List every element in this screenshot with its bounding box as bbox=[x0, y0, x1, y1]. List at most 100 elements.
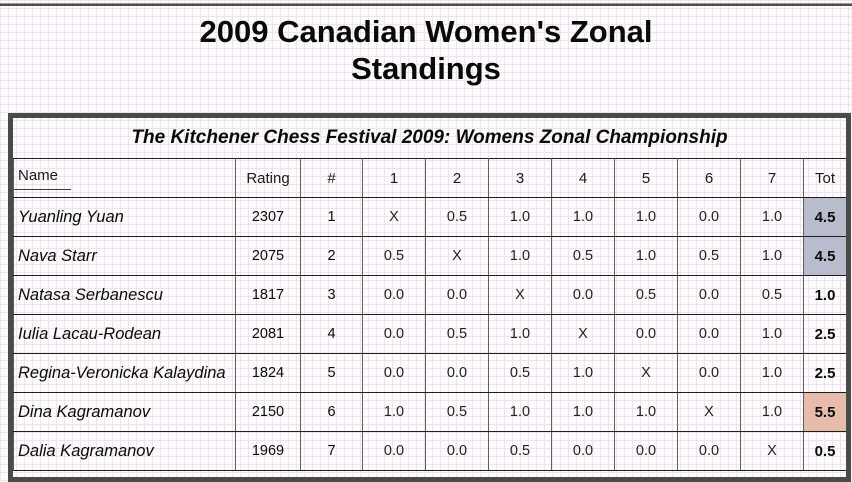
result-cell: 0.0 bbox=[614, 431, 678, 471]
result-cell: 0.0 bbox=[551, 431, 615, 471]
column-header-round-4: 4 bbox=[551, 158, 615, 198]
player-row: Dalia Kagramanov 1969 7 0.0 0.0 0.5 0.0 … bbox=[13, 431, 846, 471]
standings-table-frame: The Kitchener Chess Festival 2009: Women… bbox=[8, 113, 851, 482]
seed-cell: 6 bbox=[300, 392, 363, 432]
result-cell: X bbox=[425, 236, 489, 276]
result-cell: X bbox=[677, 392, 741, 432]
total-cell: 5.5 bbox=[803, 392, 846, 432]
result-cell: 0.0 bbox=[614, 314, 678, 354]
seed-cell: 2 bbox=[300, 236, 363, 276]
result-cell: 1.0 bbox=[551, 197, 615, 237]
result-cell: 0.5 bbox=[677, 236, 741, 276]
column-header-round-1: 1 bbox=[362, 158, 426, 198]
column-header-round-6: 6 bbox=[677, 158, 741, 198]
result-cell: 0.5 bbox=[551, 236, 615, 276]
player-name-cell: Natasa Serbanescu bbox=[13, 275, 236, 315]
rating-cell: 2150 bbox=[235, 392, 301, 432]
seed-cell: 3 bbox=[300, 275, 363, 315]
result-cell: 1.0 bbox=[740, 236, 804, 276]
result-cell: 0.0 bbox=[362, 314, 426, 354]
name-header-underline bbox=[14, 188, 71, 190]
result-cell: 0.0 bbox=[362, 431, 426, 471]
table-caption: The Kitchener Chess Festival 2009: Women… bbox=[131, 127, 728, 148]
result-cell: 0.5 bbox=[614, 275, 678, 315]
result-cell: 0.5 bbox=[362, 236, 426, 276]
result-cell: X bbox=[362, 197, 426, 237]
rating-cell: 2075 bbox=[235, 236, 301, 276]
result-cell: 1.0 bbox=[740, 392, 804, 432]
player-row: Dina Kagramanov 2150 6 1.0 0.5 1.0 1.0 1… bbox=[13, 392, 846, 432]
result-cell: 1.0 bbox=[362, 392, 426, 432]
result-cell: 1.0 bbox=[551, 392, 615, 432]
result-cell: 1.0 bbox=[488, 197, 552, 237]
total-cell: 2.5 bbox=[803, 314, 846, 354]
player-name-cell: Iulia Lacau-Rodean bbox=[13, 314, 236, 354]
result-cell: 0.5 bbox=[488, 353, 552, 393]
player-name-cell: Yuanling Yuan bbox=[13, 197, 236, 237]
result-cell: 0.0 bbox=[362, 275, 426, 315]
player-row: Natasa Serbanescu 1817 3 0.0 0.0 X 0.0 0… bbox=[13, 275, 846, 315]
total-cell: 4.5 bbox=[803, 197, 846, 237]
result-cell: 0.0 bbox=[362, 353, 426, 393]
result-cell: 0.5 bbox=[425, 197, 489, 237]
seed-cell: 5 bbox=[300, 353, 363, 393]
result-cell: 0.0 bbox=[425, 431, 489, 471]
result-cell: 0.0 bbox=[551, 275, 615, 315]
header-row: Name Rating # 1 2 3 4 5 6 7 Tot bbox=[13, 158, 846, 198]
result-cell: 1.0 bbox=[614, 236, 678, 276]
seed-cell: 1 bbox=[300, 197, 363, 237]
page-title: 2009 Canadian Women's Zonal Standings bbox=[199, 14, 653, 86]
result-cell: 1.0 bbox=[614, 197, 678, 237]
result-cell: 0.5 bbox=[740, 275, 804, 315]
result-cell: 0.5 bbox=[425, 314, 489, 354]
total-cell: 4.5 bbox=[803, 236, 846, 276]
player-row: Yuanling Yuan 2307 1 X 0.5 1.0 1.0 1.0 0… bbox=[13, 197, 846, 237]
column-header-round-7: 7 bbox=[740, 158, 804, 198]
column-header-seed: # bbox=[300, 158, 363, 198]
rating-cell: 1824 bbox=[235, 353, 301, 393]
column-header-name-label: Name bbox=[18, 166, 59, 184]
result-cell: 0.0 bbox=[677, 431, 741, 471]
player-name-cell: Dalia Kagramanov bbox=[13, 431, 236, 471]
player-name-cell: Regina-Veronicka Kalaydina bbox=[13, 353, 236, 393]
total-cell: 0.5 bbox=[803, 431, 846, 471]
result-cell: 1.0 bbox=[740, 197, 804, 237]
result-cell: X bbox=[551, 314, 615, 354]
player-row: Regina-Veronicka Kalaydina 1824 5 0.0 0.… bbox=[13, 353, 846, 393]
column-header-name: Name bbox=[13, 158, 236, 198]
rating-cell: 2307 bbox=[235, 197, 301, 237]
total-cell: 1.0 bbox=[803, 275, 846, 315]
column-header-round-2: 2 bbox=[425, 158, 489, 198]
result-cell: 0.0 bbox=[425, 275, 489, 315]
column-header-round-3: 3 bbox=[488, 158, 552, 198]
result-cell: 1.0 bbox=[614, 392, 678, 432]
result-cell: X bbox=[740, 431, 804, 471]
player-name-cell: Nava Starr bbox=[13, 236, 236, 276]
result-cell: 0.0 bbox=[425, 353, 489, 393]
column-header-round-5: 5 bbox=[614, 158, 678, 198]
result-cell: 1.0 bbox=[488, 236, 552, 276]
result-cell: 0.0 bbox=[677, 197, 741, 237]
result-cell: 1.0 bbox=[488, 314, 552, 354]
standings-table: Name Rating # 1 2 3 4 5 6 7 Tot Yuanling… bbox=[13, 158, 846, 471]
result-cell: 1.0 bbox=[488, 392, 552, 432]
seed-cell: 4 bbox=[300, 314, 363, 354]
result-cell: 0.5 bbox=[425, 392, 489, 432]
result-cell: X bbox=[488, 275, 552, 315]
result-cell: 0.0 bbox=[677, 275, 741, 315]
result-cell: 0.0 bbox=[677, 314, 741, 354]
rating-cell: 1969 bbox=[235, 431, 301, 471]
column-header-rating: Rating bbox=[235, 158, 301, 198]
seed-cell: 7 bbox=[300, 431, 363, 471]
result-cell: 0.0 bbox=[677, 353, 741, 393]
player-row: Nava Starr 2075 2 0.5 X 1.0 0.5 1.0 0.5 … bbox=[13, 236, 846, 276]
result-cell: 0.5 bbox=[488, 431, 552, 471]
result-cell: X bbox=[614, 353, 678, 393]
result-cell: 1.0 bbox=[551, 353, 615, 393]
result-cell: 1.0 bbox=[740, 314, 804, 354]
total-cell: 2.5 bbox=[803, 353, 846, 393]
top-divider bbox=[0, 3, 852, 6]
player-name-cell: Dina Kagramanov bbox=[13, 392, 236, 432]
rating-cell: 2081 bbox=[235, 314, 301, 354]
column-header-total: Tot bbox=[803, 158, 846, 198]
